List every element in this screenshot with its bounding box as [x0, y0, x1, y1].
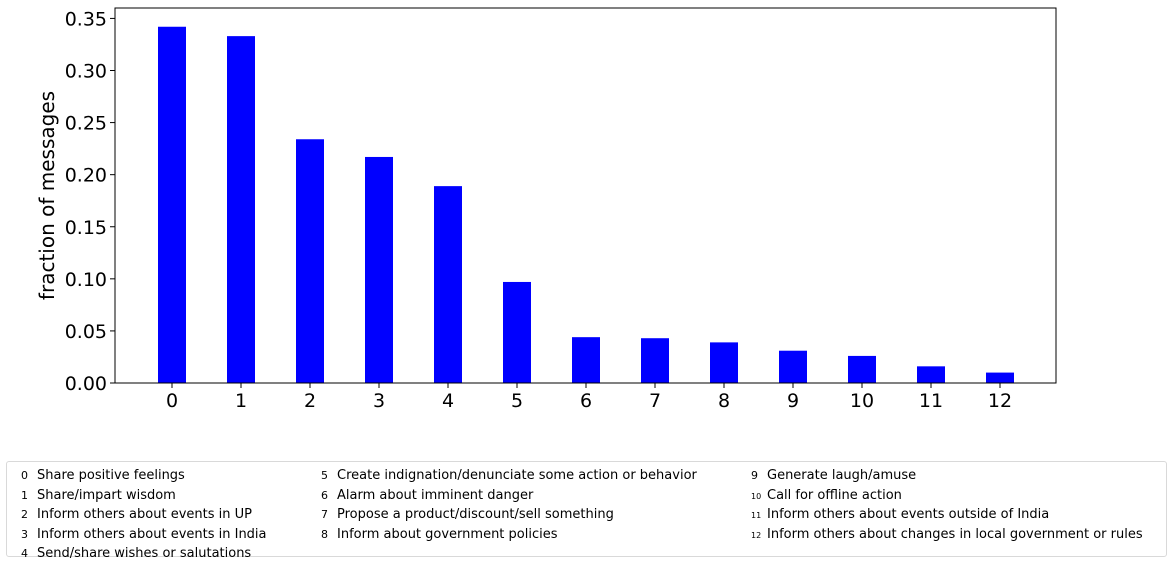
- bar-7: [641, 338, 669, 383]
- bar-10: [848, 355, 876, 383]
- bar-5: [503, 281, 531, 383]
- legend-key: 10: [751, 491, 762, 501]
- legend-key: 0: [21, 469, 28, 482]
- legend-text: Share/impart wisdom: [37, 487, 176, 503]
- legend-key: 1: [21, 488, 28, 502]
- category-legend: 0 Share positive feelings 1 Share/impart wi…: [6, 461, 1167, 561]
- bar-2: [296, 139, 324, 383]
- legend-item-5: 5 Create indignation/denunciate some acti…: [307, 464, 697, 483]
- legend-item-1: 1 Share/impart wisdom: [7, 484, 176, 503]
- y-tick-label: 0.00: [65, 373, 107, 395]
- legend-text: Inform others about events outside of In…: [767, 507, 1050, 522]
- bar-11: [917, 366, 945, 383]
- legend-item-11: 11 Inform others about events outside of …: [737, 503, 1049, 522]
- legend-text: Call for offline action: [767, 487, 902, 503]
- x-tick-label: 4: [442, 390, 454, 412]
- x-tick-label: 11: [919, 390, 943, 412]
- y-tick-label: 0.05: [65, 321, 107, 343]
- legend-key: 2: [21, 508, 28, 521]
- legend-key: 6: [321, 488, 328, 502]
- x-tick-label: 10: [850, 390, 874, 412]
- legend-item-10: 10 Call for offline action: [737, 484, 902, 503]
- legend-text: Inform others about events in India: [37, 526, 267, 542]
- legend-text: Inform about government policies: [337, 526, 558, 542]
- bar-6: [572, 337, 600, 383]
- legend-key: 4: [21, 547, 28, 560]
- legend-item-9: 9 Generate laugh/amuse: [737, 464, 916, 483]
- legend-key: 3: [21, 527, 28, 541]
- legend-text: Inform others about events in UP: [37, 507, 252, 522]
- legend-key: 7: [321, 508, 328, 521]
- y-ticks-group: 0.00 0.05 0.10 0.15 0.20 0.25 0.30 0.35: [65, 8, 115, 395]
- legend-text: Create indignation/denunciate some actio…: [337, 468, 697, 483]
- legend-text: Propose a product/discount/sell somethin…: [337, 507, 614, 522]
- legend-key: 8: [321, 527, 328, 541]
- x-tick-label: 3: [373, 390, 385, 412]
- y-tick-label: 0.35: [65, 8, 107, 30]
- legend-key: 11: [751, 511, 762, 520]
- y-tick-label: 0.20: [65, 165, 107, 187]
- bar-chart: 0 1 2 3 4 5 6 7 8 9 10 11 12 0.000.050.100.150.200.2…: [35, 7, 1057, 412]
- bar-9: [779, 350, 807, 383]
- bar-4: [434, 186, 462, 383]
- x-tick-label: 8: [718, 390, 730, 412]
- x-tick-label: 1: [235, 390, 247, 412]
- plot-frame: [114, 7, 1057, 384]
- x-tick-label: 12: [988, 390, 1012, 412]
- bar-12: [986, 372, 1014, 383]
- bars-group: [158, 26, 1014, 383]
- legend-key: 12: [751, 530, 762, 540]
- bar-1: [227, 36, 255, 383]
- x-tick-label: 2: [304, 390, 316, 412]
- y-axis-label: fraction of messages: [35, 91, 59, 300]
- x-tick-label: 0: [166, 390, 178, 412]
- x-ticks-group: 0 1 2 3 4 5 6 7 8 9 10 11 12: [166, 383, 1012, 412]
- legend-item-8: 8 Inform about government policies: [307, 523, 558, 542]
- bar-3: [365, 156, 393, 383]
- legend-key: 9: [751, 469, 758, 482]
- legend-item-3: 3 Inform others about events in India: [7, 523, 267, 542]
- legend-item-0: 0 Share positive feelings: [7, 464, 185, 483]
- legend-item-7: 7 Propose a product/discount/sell somethi…: [307, 503, 614, 522]
- legend-item-4: 4 Send/share wishes or salutations: [7, 542, 251, 561]
- bar-0: [158, 26, 186, 383]
- legend-key: 5: [321, 469, 328, 482]
- x-tick-label: 9: [787, 390, 799, 412]
- legend-item-6: 6 Alarm about imminent danger: [307, 484, 533, 503]
- x-tick-label: 6: [580, 390, 592, 412]
- legend-item-2: 2 Inform others about events in UP: [7, 503, 252, 522]
- legend-text: Send/share wishes or salutations: [37, 546, 252, 561]
- x-tick-label: 5: [511, 390, 523, 412]
- legend-text: Inform others about changes in local gov…: [767, 526, 1143, 542]
- y-tick-label: 0.30: [65, 61, 107, 83]
- legend-item-12: 12 Inform others about changes in local g…: [737, 523, 1143, 542]
- legend-text: Generate laugh/amuse: [767, 468, 917, 483]
- x-tick-label: 7: [649, 390, 661, 412]
- bar-8: [710, 342, 738, 383]
- legend-text: Share positive feelings: [37, 468, 185, 483]
- legend-text: Alarm about imminent danger: [337, 487, 534, 503]
- y-tick-label: 0.25: [65, 113, 107, 135]
- y-tick-label: 0.10: [65, 269, 107, 291]
- y-tick-label: 0.15: [65, 217, 107, 239]
